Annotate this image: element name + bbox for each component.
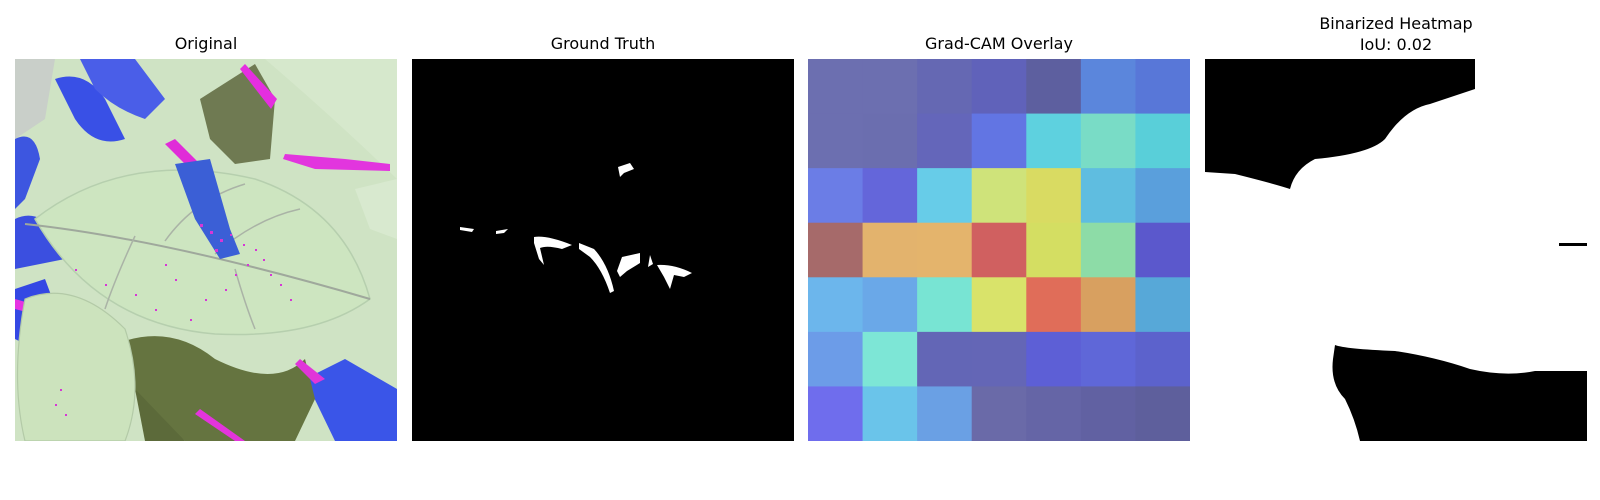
gradcam-cell [1026,59,1082,115]
gradcam-cell [1135,331,1190,387]
gradcam-cell [1080,222,1136,278]
iou-score: IoU: 0.02 [1359,35,1433,54]
gradcam-cell [1026,331,1082,387]
gradcam-cell [808,168,864,224]
gradcam-cell [1026,168,1082,224]
gradcam-cell [917,386,973,441]
gradcam-cell [1135,277,1190,333]
gradcam-cell [1135,59,1190,115]
gradcam-title: Grad-CAM Overlay [925,34,1073,53]
gradcam-cell [917,222,973,278]
gradcam-cell [808,59,864,115]
gradcam-cell [862,331,918,387]
gradcam-cell [1080,168,1136,224]
gradcam-cell [1080,277,1136,333]
gradcam-cell [862,168,918,224]
gradcam-cell [971,113,1027,169]
gradcam-cell [917,168,973,224]
gradcam-cell [1135,113,1190,169]
binarized-heatmap-title-block: Binarized Heatmap IoU: 0.02 [1205,13,1587,55]
gradcam-cell [1135,386,1190,441]
gradcam-cell [917,59,973,115]
gradcam-cell [808,386,864,441]
gradcam-cell [1026,386,1082,441]
gradcam-cell [862,386,918,441]
gradcam-cell [862,222,918,278]
original-title: Original [174,34,238,53]
gradcam-cell [1080,59,1136,115]
ground-truth-mask [412,59,794,441]
leaf-photo [15,59,397,441]
gradcam-cell [917,277,973,333]
gradcam-cell [971,222,1027,278]
gradcam-cell [971,277,1027,333]
binarized-heatmap-title: Binarized Heatmap [1319,14,1473,33]
gradcam-cell [1135,222,1190,278]
original-image [15,59,397,441]
gradcam-cell [971,168,1027,224]
gradcam-cell [1026,113,1082,169]
gradcam-cell [862,277,918,333]
gradcam-cell [971,59,1027,115]
gradcam-cell [1026,277,1082,333]
gradcam-cell [971,386,1027,441]
gradcam-cell [862,59,918,115]
ground-truth-title: Ground Truth [550,34,656,53]
gradcam-cell [808,222,864,278]
binarized-heatmap [1205,59,1587,441]
gradcam-cell [808,277,864,333]
gradcam-cell [917,331,973,387]
gradcam-heatmap-grid [808,59,1190,441]
gradcam-cell [808,331,864,387]
gradcam-cell [1026,222,1082,278]
gradcam-cell [971,331,1027,387]
gradcam-cell [862,113,918,169]
gradcam-cell [1135,168,1190,224]
gradcam-cell [808,113,864,169]
gradcam-cell [1080,113,1136,169]
gradcam-cell [1080,386,1136,441]
gradcam-cell [1080,331,1136,387]
binarized-mask [1205,59,1587,441]
gradcam-cell [917,113,973,169]
mask-image [412,59,794,441]
gradcam-overlay [808,59,1190,441]
